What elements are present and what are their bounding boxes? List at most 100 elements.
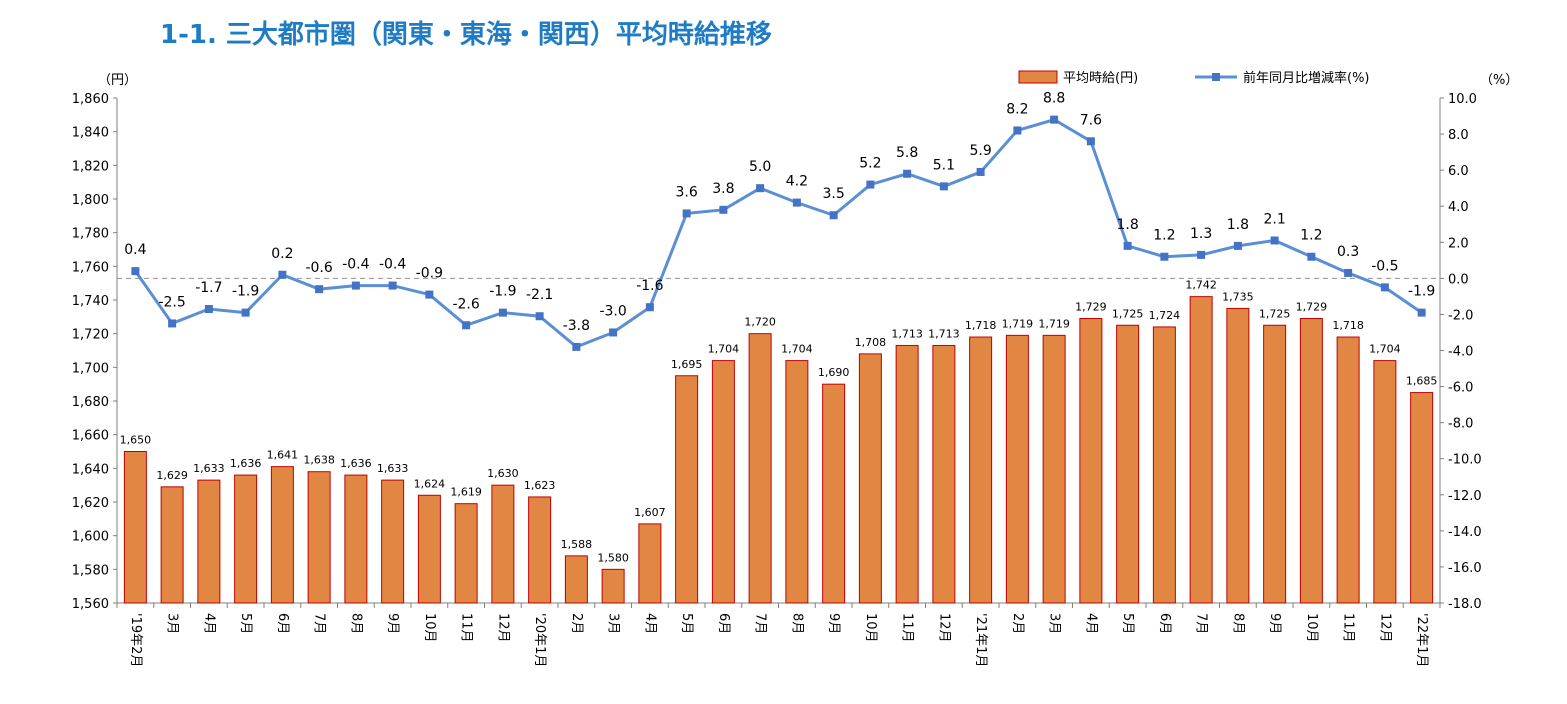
rate-point	[645, 303, 654, 312]
bar-label: 1,725	[1259, 307, 1291, 320]
bar-label: 1,588	[561, 538, 593, 551]
rate-label: 8.8	[1043, 91, 1065, 107]
rate-label: -1.7	[195, 280, 222, 296]
rate-point	[204, 305, 213, 314]
rate-label: -0.9	[416, 266, 443, 282]
rate-label: 5.8	[896, 145, 918, 161]
rate-label: 4.2	[786, 174, 808, 190]
rate-label: 1.3	[1190, 226, 1212, 242]
bar-label: 1,633	[377, 462, 409, 475]
bar	[932, 344, 956, 604]
left-tick-label: 1,820	[72, 159, 109, 174]
rate-label: 1.2	[1300, 228, 1322, 244]
bar	[1079, 318, 1103, 604]
rate-label: -2.6	[452, 296, 479, 312]
x-tick-label: 3月	[606, 613, 621, 634]
rate-point	[1380, 283, 1389, 292]
left-tick-label: 1,660	[72, 429, 109, 444]
rate-label: 5.0	[749, 159, 771, 175]
rate-label: 2.1	[1263, 211, 1285, 227]
bar-label: 1,624	[414, 477, 446, 490]
bar-label: 1,650	[120, 434, 152, 447]
right-tick-label: 10.0	[1448, 92, 1477, 107]
bar	[969, 336, 993, 604]
right-tick-label: 8.0	[1448, 128, 1469, 143]
rate-point	[425, 290, 434, 299]
right-tick-label: -4.0	[1448, 345, 1473, 360]
right-tick-label: -16.0	[1448, 561, 1482, 576]
x-tick-label: 8月	[348, 613, 363, 634]
bar	[160, 486, 184, 604]
bar	[270, 466, 294, 604]
rate-point	[866, 180, 875, 189]
rate-label: -3.8	[563, 318, 590, 334]
bar-label: 1,636	[340, 457, 372, 470]
x-tick-label: 11月	[1341, 613, 1356, 643]
bar-label: 1,636	[230, 457, 262, 470]
bar	[1116, 324, 1140, 604]
bar	[1005, 334, 1029, 604]
bar-label: 1,630	[487, 467, 519, 480]
rate-point	[1160, 252, 1169, 261]
x-tick-label: 7月	[1194, 613, 1209, 634]
bar	[1373, 360, 1397, 604]
rate-point	[829, 211, 838, 220]
right-tick-label: -14.0	[1448, 525, 1482, 540]
x-tick-label: 6月	[1157, 613, 1172, 634]
bar-label: 1,629	[156, 469, 188, 482]
bar	[528, 496, 552, 604]
bar-label: 1,638	[303, 454, 335, 467]
bar	[1410, 392, 1434, 604]
x-tick-label: 9月	[826, 613, 841, 634]
rate-point	[609, 328, 618, 337]
bar	[1299, 318, 1323, 604]
right-tick-label: 6.0	[1448, 164, 1469, 179]
x-tick-label: 8月	[1230, 613, 1245, 634]
rate-point	[1123, 241, 1132, 250]
right-tick-label: 4.0	[1448, 200, 1469, 215]
right-axis-unit: （%）	[1480, 73, 1518, 88]
x-tick-label: 3月	[1047, 613, 1062, 634]
bar-label: 1,623	[524, 479, 556, 492]
legend-line-label: 前年同月比増減率(%)	[1243, 70, 1370, 86]
bar-label: 1,580	[597, 551, 629, 564]
bar-label: 1,718	[965, 319, 997, 332]
bar	[454, 503, 478, 604]
x-tick-label: '19年2月	[128, 613, 143, 667]
x-tick-label: 11月	[459, 613, 474, 643]
bar-label: 1,719	[1002, 317, 1034, 330]
bar	[1152, 326, 1176, 604]
rate-label: -1.9	[232, 284, 259, 300]
x-tick-label: 10月	[1304, 613, 1319, 643]
bar-label: 1,633	[193, 462, 225, 475]
right-tick-label: -6.0	[1448, 381, 1473, 396]
bar	[1336, 336, 1360, 604]
rate-label: 5.9	[969, 143, 991, 159]
rate-point	[535, 312, 544, 321]
rate-point	[1270, 236, 1279, 245]
left-tick-label: 1,560	[72, 597, 109, 612]
rate-label: 5.1	[933, 157, 955, 173]
bar	[123, 451, 147, 604]
rate-point	[1013, 126, 1022, 135]
left-tick-label: 1,600	[72, 530, 109, 545]
rate-label: 0.4	[124, 242, 146, 258]
x-tick-label: 10月	[863, 613, 878, 643]
rate-point	[719, 205, 728, 214]
bar-label: 1,619	[450, 486, 482, 499]
bar	[1226, 307, 1250, 604]
x-tick-label: 9月	[385, 613, 400, 634]
bar	[675, 375, 699, 604]
x-tick-label: 10月	[422, 613, 437, 643]
rate-point	[498, 308, 507, 317]
left-tick-label: 1,580	[72, 563, 109, 578]
rate-point	[315, 285, 324, 294]
bar	[1189, 296, 1213, 604]
x-tick-label: 5月	[238, 613, 253, 634]
rate-label: 3.8	[712, 181, 734, 197]
rate-label: -0.4	[379, 257, 406, 273]
bar-label: 1,695	[671, 358, 703, 371]
bar	[344, 474, 368, 604]
left-tick-label: 1,800	[72, 193, 109, 208]
left-tick-label: 1,760	[72, 260, 109, 275]
